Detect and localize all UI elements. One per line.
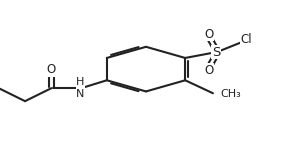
Text: S: S	[212, 46, 220, 59]
Text: O: O	[204, 64, 213, 77]
Text: Cl: Cl	[241, 33, 252, 47]
Text: H
N: H N	[76, 77, 85, 99]
Text: O: O	[47, 63, 56, 76]
Text: O: O	[204, 28, 213, 41]
Text: CH₃: CH₃	[220, 89, 241, 99]
